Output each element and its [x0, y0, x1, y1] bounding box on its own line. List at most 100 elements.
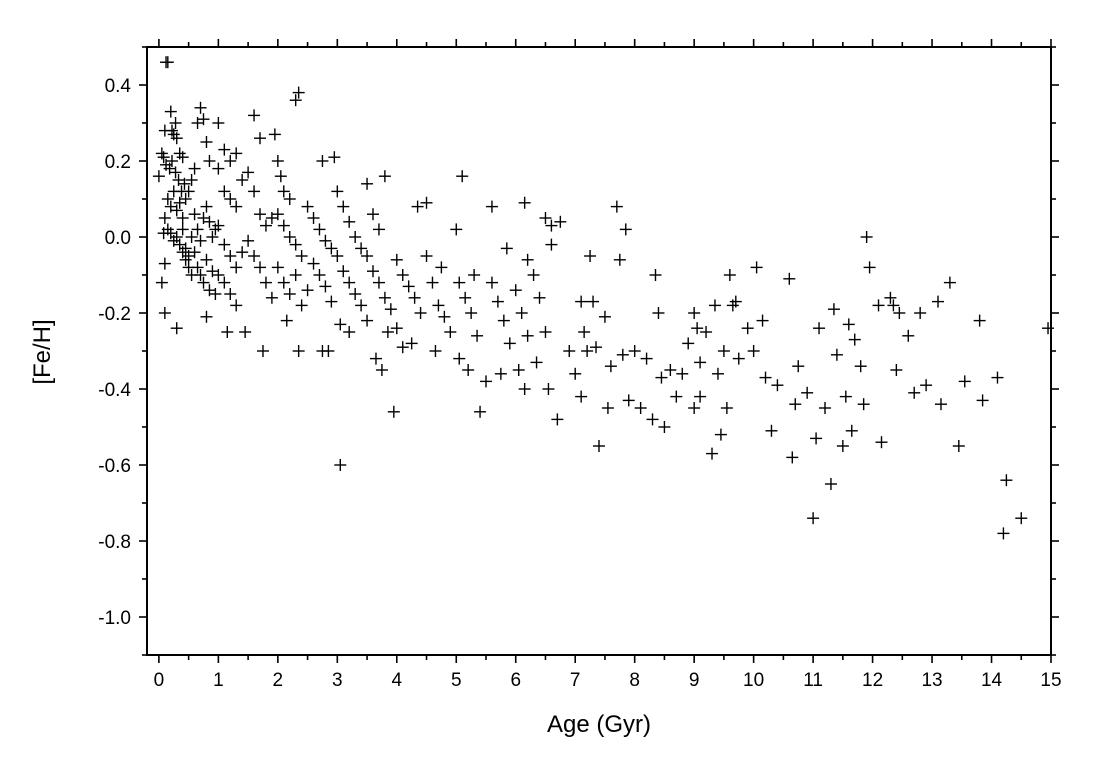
data-point — [700, 326, 713, 338]
x-tick-label: 2 — [273, 670, 284, 691]
data-point — [997, 527, 1010, 540]
data-point — [271, 208, 284, 221]
data-point — [682, 337, 695, 350]
data-point — [934, 398, 947, 411]
data-point — [652, 307, 665, 319]
data-point — [334, 318, 347, 331]
data-point — [381, 326, 394, 338]
y-tick-label: -0.8 — [98, 532, 131, 553]
data-point — [158, 212, 171, 224]
data-point — [325, 242, 338, 255]
data-point — [230, 147, 243, 160]
data-point — [991, 371, 1004, 384]
y-axis-ticks: 0.4 0.2 0.0 -0.2 -0.4 -0.6 -0.8 -1.0 — [98, 46, 1059, 656]
data-point — [212, 219, 225, 232]
data-point — [402, 280, 415, 293]
data-point — [714, 428, 727, 441]
data-point — [372, 276, 385, 289]
data-point — [355, 242, 368, 255]
x-tick-label: 5 — [451, 670, 462, 691]
data-point — [307, 257, 320, 270]
data-point — [491, 295, 504, 308]
data-point — [435, 261, 448, 274]
data-point — [224, 288, 237, 300]
data-point — [164, 105, 177, 118]
data-point — [527, 269, 540, 281]
y-tick-label: -0.6 — [98, 456, 131, 477]
y-tick-label: -0.4 — [98, 380, 131, 401]
data-point — [295, 250, 308, 262]
data-point — [581, 345, 594, 357]
data-point — [952, 440, 965, 452]
data-point — [390, 253, 403, 266]
data-point — [613, 253, 626, 266]
data-point — [408, 291, 421, 304]
data-point — [813, 322, 826, 335]
data-point — [367, 265, 379, 278]
data-point — [694, 390, 707, 403]
data-point — [771, 379, 784, 392]
data-point — [200, 310, 213, 323]
data-point — [242, 234, 255, 247]
data-point — [765, 424, 778, 437]
data-point — [343, 276, 356, 289]
data-point — [500, 242, 513, 255]
data-point — [230, 299, 243, 312]
data-point — [610, 200, 623, 213]
data-point — [670, 390, 683, 403]
data-point — [316, 155, 329, 167]
data-point — [688, 307, 701, 319]
data-point — [283, 193, 296, 205]
data-point — [973, 314, 986, 327]
data-point — [200, 253, 213, 266]
data-point — [361, 177, 374, 190]
data-point — [920, 379, 933, 392]
data-point — [277, 276, 290, 289]
data-point — [628, 345, 641, 357]
data-point — [179, 253, 192, 266]
x-tick-label: 7 — [570, 670, 581, 691]
data-point — [515, 307, 528, 319]
data-point — [521, 253, 534, 266]
data-point — [256, 345, 269, 357]
data-point — [170, 132, 183, 145]
data-point — [420, 196, 433, 209]
data-point — [914, 307, 927, 319]
data-point — [634, 402, 647, 414]
data-point — [185, 269, 198, 281]
data-point — [375, 364, 388, 376]
data-point — [518, 383, 531, 395]
data-point — [387, 405, 400, 418]
data-point — [819, 402, 831, 414]
data-point — [277, 219, 290, 232]
x-tick-label: 6 — [510, 670, 521, 691]
data-point — [188, 246, 201, 259]
x-tick-label: 14 — [981, 670, 1003, 691]
data-point — [378, 170, 391, 183]
data-point — [789, 398, 802, 411]
x-tick-label: 12 — [862, 670, 883, 691]
data-point — [378, 291, 391, 304]
data-point — [396, 341, 409, 354]
x-tick-label: 3 — [332, 670, 343, 691]
data-point — [655, 371, 668, 384]
data-point — [361, 314, 374, 327]
data-point — [343, 215, 356, 228]
data-point — [854, 360, 867, 373]
data-point — [165, 155, 178, 167]
data-point — [274, 170, 287, 183]
data-point — [361, 250, 374, 262]
data-point — [860, 231, 873, 243]
data-point — [1015, 512, 1028, 525]
data-point — [616, 348, 629, 361]
data-point — [554, 215, 567, 228]
data-point — [212, 162, 225, 175]
plot-frame — [146, 46, 1052, 656]
data-point — [242, 166, 255, 179]
data-point — [720, 402, 733, 414]
data-point — [239, 326, 252, 338]
data-point — [664, 364, 677, 376]
data-point — [372, 223, 385, 236]
data-point — [218, 143, 231, 156]
